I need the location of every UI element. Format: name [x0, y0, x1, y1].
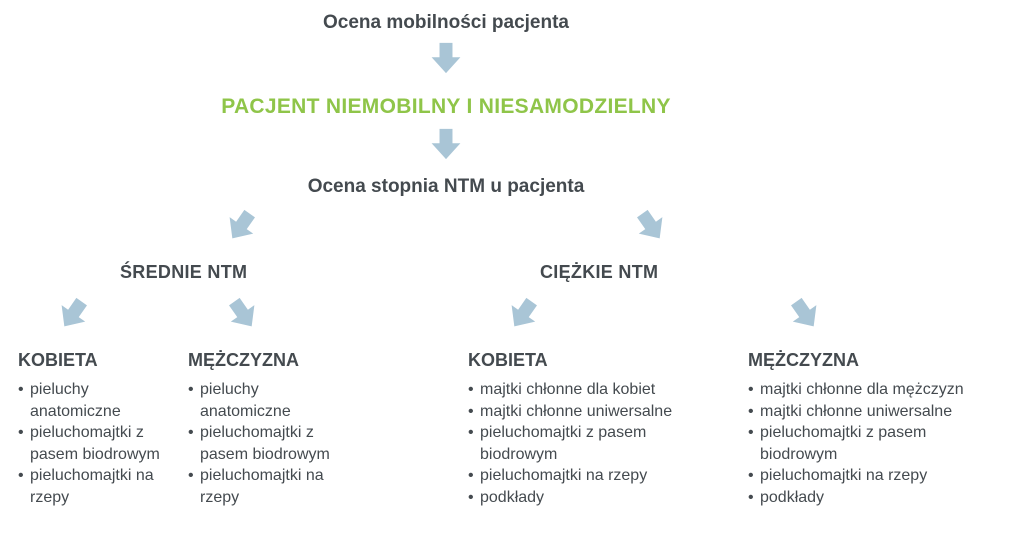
node-assess-mobility: Ocena mobilności pacjenta — [0, 12, 892, 34]
leaf-head-heavy-man: MĘŻCZYZNA — [748, 350, 998, 371]
arrow-down-icon — [48, 289, 98, 339]
list-item: majtki chłonne dla kobiet — [468, 379, 698, 401]
list-item: majtki chłonne uniwersalne — [468, 401, 698, 423]
list-medium-woman: pieluchy anatomicznepieluchomajtki z pas… — [18, 379, 168, 509]
list-item: majtki chłonne uniwersalne — [748, 401, 998, 423]
node-branch-heavy: CIĘŻKIE NTM — [540, 262, 658, 283]
leaf-heavy-woman: KOBIETA majtki chłonne dla kobietmajtki … — [468, 350, 698, 509]
arrow-down-icon — [428, 40, 464, 76]
arrow-down-icon — [428, 126, 464, 162]
list-item: pieluchomajtki z pasem biodrowym — [188, 422, 348, 465]
text-branch-medium: ŚREDNIE NTM — [120, 262, 247, 282]
text-assess-ntm: Ocena stopnia NTM u pacjenta — [308, 176, 585, 197]
text-patient-immobile: PACJENT NIEMOBILNY I NIESAMODZIELNY — [221, 95, 671, 118]
node-branch-medium: ŚREDNIE NTM — [120, 262, 247, 283]
arrow-down-icon — [216, 201, 266, 251]
text-assess-mobility: Ocena mobilności pacjenta — [323, 12, 569, 33]
list-item: pieluchomajtki z pasem biodrowym — [748, 422, 998, 465]
arrow-down-icon — [218, 289, 268, 339]
node-patient-immobile: PACJENT NIEMOBILNY I NIESAMODZIELNY — [0, 95, 892, 119]
list-item: pieluchomajtki na rzepy — [18, 465, 168, 508]
list-item: pieluchy anatomiczne — [18, 379, 168, 422]
list-medium-man: pieluchy anatomicznepieluchomajtki z pas… — [188, 379, 348, 509]
list-item: pieluchy anatomiczne — [188, 379, 348, 422]
list-item: pieluchomajtki z pasem biodrowym — [468, 422, 698, 465]
list-item: majtki chłonne dla mężczyzn — [748, 379, 998, 401]
list-item: podkłady — [468, 487, 698, 509]
leaf-medium-woman: KOBIETA pieluchy anatomicznepieluchomajt… — [18, 350, 168, 509]
leaf-heavy-man: MĘŻCZYZNA majtki chłonne dla mężczyznmaj… — [748, 350, 998, 509]
list-item: pieluchomajtki na rzepy — [188, 465, 348, 508]
arrow-down-icon — [780, 289, 830, 339]
node-assess-ntm: Ocena stopnia NTM u pacjenta — [0, 176, 892, 198]
list-item: podkłady — [748, 487, 998, 509]
leaf-head-medium-man: MĘŻCZYZNA — [188, 350, 348, 371]
arrow-down-icon — [498, 289, 548, 339]
list-heavy-woman: majtki chłonne dla kobietmajtki chłonne … — [468, 379, 698, 509]
text-branch-heavy: CIĘŻKIE NTM — [540, 262, 658, 282]
leaf-medium-man: MĘŻCZYZNA pieluchy anatomicznepieluchoma… — [188, 350, 348, 509]
list-heavy-man: majtki chłonne dla mężczyznmajtki chłonn… — [748, 379, 998, 509]
list-item: pieluchomajtki na rzepy — [468, 465, 698, 487]
arrow-down-icon — [626, 201, 676, 251]
list-item: pieluchomajtki z pasem biodrowym — [18, 422, 168, 465]
leaf-head-heavy-woman: KOBIETA — [468, 350, 698, 371]
leaf-head-medium-woman: KOBIETA — [18, 350, 168, 371]
list-item: pieluchomajtki na rzepy — [748, 465, 998, 487]
